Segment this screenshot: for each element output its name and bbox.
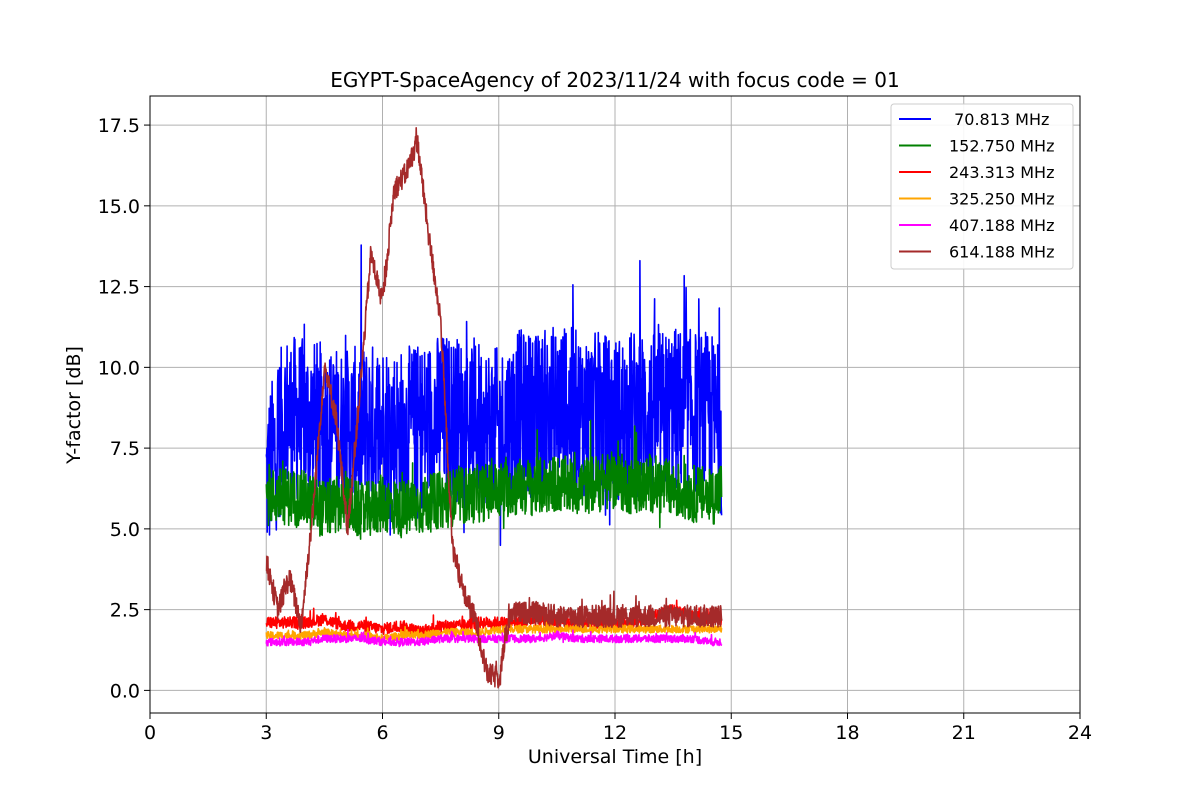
x-tick-label: 15	[719, 722, 743, 744]
x-tick-label: 12	[603, 722, 627, 744]
x-tick-label: 24	[1068, 722, 1092, 744]
y-tick-label: 7.5	[110, 438, 140, 460]
series-line-3	[265, 621, 723, 643]
y-tick-label: 12.5	[98, 277, 140, 299]
x-tick-label: 6	[376, 722, 388, 744]
legend-label: 70.813 MHz	[949, 110, 1049, 129]
y-tick-label: 15.0	[98, 196, 140, 218]
legend-label: 325.250 MHz	[949, 190, 1054, 209]
y-axis: 0.0 2.5 5.0 7.5 10.0 12.5 15.0 17.5	[98, 115, 150, 702]
x-tick-label: 18	[835, 722, 859, 744]
y-tick-label: 5.0	[110, 519, 140, 541]
x-tick-label: 21	[952, 722, 976, 744]
series-line-5	[265, 127, 723, 689]
chart-title: EGYPT-SpaceAgency of 2023/11/24 with foc…	[330, 68, 899, 92]
legend-label: 614.188 MHz	[949, 243, 1054, 262]
x-tick-label: 0	[144, 722, 156, 744]
series-line-1	[265, 419, 723, 540]
x-axis-label: Universal Time [h]	[528, 746, 702, 768]
y-tick-label: 2.5	[110, 600, 140, 622]
series-layer	[265, 127, 723, 689]
y-axis-label: Y-factor [dB]	[63, 346, 85, 465]
legend-box	[890, 103, 1074, 270]
legend-label: 407.188 MHz	[949, 216, 1054, 235]
series-line-4	[265, 628, 723, 648]
x-tick-label: 9	[493, 722, 505, 744]
legend-label: 152.750 MHz	[949, 137, 1054, 156]
y-tick-label: 10.0	[98, 357, 140, 379]
y-tick-label: 0.0	[110, 680, 140, 702]
legend: 70.813 MHz 152.750 MHz 243.313 MHz 325.250 …	[890, 103, 1074, 270]
legend-label: 243.313 MHz	[949, 163, 1054, 182]
y-tick-label: 17.5	[98, 115, 140, 137]
x-axis: 0 3 6 9 12 15 18 21 24	[144, 713, 1092, 744]
x-tick-label: 3	[260, 722, 272, 744]
